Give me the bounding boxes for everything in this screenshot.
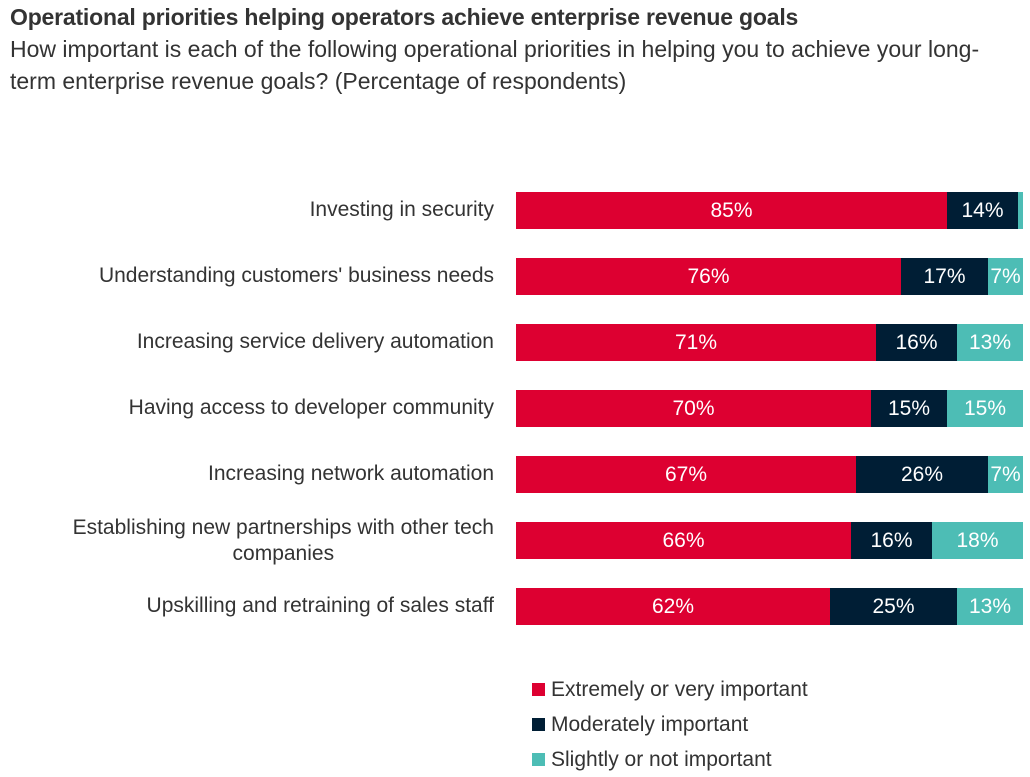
data-label: 16%: [895, 331, 938, 354]
bar-segment: [876, 324, 957, 361]
data-label: 67%: [664, 463, 708, 486]
data-label: 25%: [872, 595, 915, 618]
data-label: 18%: [956, 529, 999, 552]
data-label: 70%: [672, 397, 715, 420]
bar-segment: [516, 456, 856, 493]
data-label: 15%: [963, 397, 1007, 420]
data-label: 16%: [870, 529, 913, 552]
data-label: 85%: [710, 199, 753, 222]
category-label-line: Establishing new partnerships with other…: [72, 515, 494, 539]
data-label: 13%: [968, 595, 1012, 618]
legend-label: Moderately important: [551, 712, 749, 736]
data-label: 13%: [968, 331, 1012, 354]
bar-segment: [516, 390, 871, 427]
data-label: 7%: [990, 463, 1021, 486]
chart-subtitle: How important is each of the following o…: [10, 36, 980, 94]
legend-swatch: [532, 718, 545, 731]
bar-segment: [516, 522, 851, 559]
category-label: Understanding customers' business needs: [99, 263, 494, 289]
bar-segment: [947, 192, 1018, 229]
category-label: Establishing new partnerships with other…: [73, 515, 494, 567]
bar-segment: [871, 390, 947, 427]
bar-segment: [516, 588, 830, 625]
legend-label: Extremely or very important: [551, 677, 808, 701]
bar-segment: [957, 588, 1023, 625]
category-label: Upskilling and retraining of sales staff: [147, 593, 494, 619]
bar-segment: [947, 390, 1023, 427]
bar-segment: [988, 456, 1023, 493]
data-label: 66%: [662, 529, 705, 552]
category-label-line: Upskilling and retraining of sales staff: [146, 593, 494, 617]
data-label: 17%: [923, 265, 966, 288]
bar-segment: [856, 456, 988, 493]
bar-segment: [830, 588, 957, 625]
category-label-line: companies: [232, 541, 335, 565]
category-label: Investing in security: [310, 197, 494, 223]
data-label: 76%: [687, 265, 730, 288]
legend: Extremely or very important Moderately i…: [532, 672, 808, 777]
category-label-line: Having access to developer community: [128, 395, 494, 419]
legend-item: Moderately important: [532, 707, 808, 742]
legend-swatch: [532, 683, 545, 696]
bar-segment: [901, 258, 988, 295]
legend-item: Slightly or not important: [532, 742, 808, 777]
data-label: 71%: [674, 331, 718, 354]
data-label: 14%: [961, 199, 1004, 222]
bar-segment: [516, 258, 901, 295]
data-label: 7%: [990, 265, 1021, 288]
category-label-line: Increasing service delivery automation: [136, 329, 494, 353]
chart-title: Operational priorities helping operators…: [10, 4, 799, 30]
category-label: Having access to developer community: [129, 395, 494, 421]
bar-segment: [988, 258, 1023, 295]
bar-segment: [516, 192, 947, 229]
category-label: Increasing service delivery automation: [137, 329, 494, 355]
category-label: Increasing network automation: [208, 461, 494, 487]
legend-item: Extremely or very important: [532, 672, 808, 707]
category-label-line: Investing in security: [309, 197, 494, 221]
category-label-line: Increasing network automation: [208, 461, 494, 485]
bar-segment: [851, 522, 932, 559]
data-label: 15%: [887, 397, 931, 420]
data-label: 62%: [651, 595, 695, 618]
bar-segment: [932, 522, 1023, 559]
bar-segment: [957, 324, 1023, 361]
bar-segment: [516, 324, 876, 361]
data-label: 26%: [900, 463, 944, 486]
bar-segment: [1018, 192, 1023, 229]
category-label-line: Understanding customers' business needs: [98, 263, 494, 287]
legend-label: Slightly or not important: [551, 747, 772, 771]
legend-swatch: [532, 753, 545, 766]
